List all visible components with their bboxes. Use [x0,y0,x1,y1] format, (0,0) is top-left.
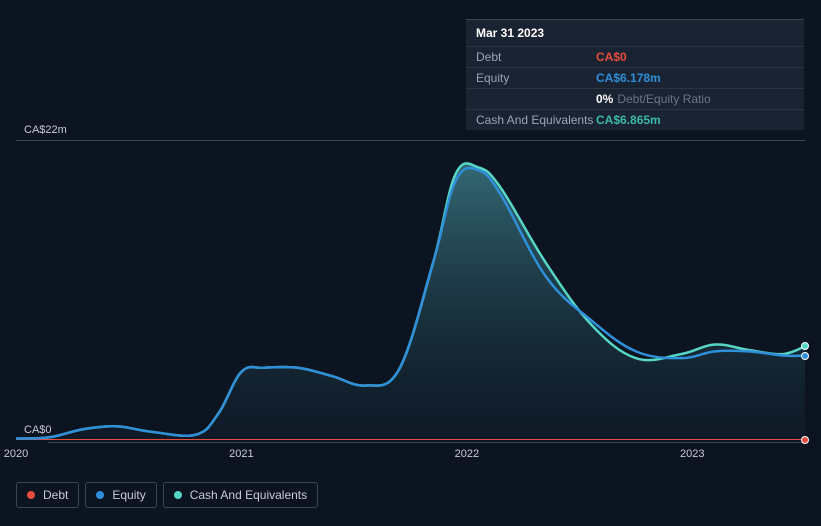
chart-plot-area[interactable] [16,140,805,440]
tooltip-row: DebtCA$0 [466,46,804,67]
legend-item-cash-and-equivalents[interactable]: Cash And Equivalents [163,482,318,508]
chart-tooltip: Mar 31 2023 DebtCA$0EquityCA$6.178m0%Deb… [466,19,804,130]
end-marker-debt [801,436,809,444]
legend-item-debt[interactable]: Debt [16,482,79,508]
tooltip-row-value: CA$0 [596,50,794,64]
tooltip-row-label: Cash And Equivalents [476,113,596,127]
tooltip-row: Cash And EquivalentsCA$6.865m [466,109,804,130]
legend-dot-icon [174,491,182,499]
tooltip-row: 0%Debt/Equity Ratio [466,88,804,109]
x-axis-tick-label: 2023 [680,448,704,460]
legend-label: Equity [112,488,145,502]
x-axis-tick-label: 2020 [4,448,28,460]
legend-dot-icon [96,491,104,499]
end-marker-cash-and-equivalents [801,342,809,350]
tooltip-row-value: CA$6.865m [596,113,794,127]
tooltip-row-value: CA$6.178m [596,71,794,85]
axis-line-bottom [48,442,805,443]
y-axis-top-label: CA$22m [24,124,67,136]
x-axis-tick-label: 2022 [455,448,479,460]
tooltip-row-label: Equity [476,71,596,85]
tooltip-row-label: Debt [476,50,596,64]
chart-legend: Debt Equity Cash And Equivalents [16,482,318,508]
tooltip-row-label [476,92,596,106]
legend-dot-icon [27,491,35,499]
end-marker-equity [801,352,809,360]
legend-label: Debt [43,488,68,502]
chart-area-fill [16,163,805,440]
legend-item-equity[interactable]: Equity [85,482,156,508]
x-axis-labels: 2020202120222023 [16,448,805,464]
tooltip-row-value: 0%Debt/Equity Ratio [596,92,794,106]
chart-svg [16,140,805,440]
legend-label: Cash And Equivalents [190,488,307,502]
tooltip-row: EquityCA$6.178m [466,67,804,88]
x-axis-tick-label: 2021 [229,448,253,460]
tooltip-date: Mar 31 2023 [466,20,804,46]
